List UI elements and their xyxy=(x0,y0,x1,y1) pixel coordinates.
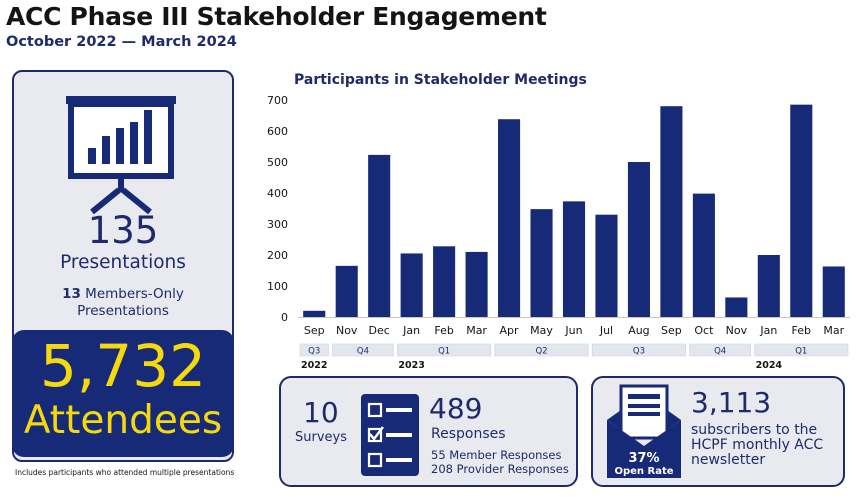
quarter-band xyxy=(689,343,751,357)
bar xyxy=(725,297,748,317)
y-tick-label: 100 xyxy=(267,280,288,293)
presentations-count: 135 xyxy=(87,209,159,252)
attendees-label: Attendees xyxy=(23,398,223,443)
quarter-label: Q2 xyxy=(535,347,547,357)
x-tick-label: Sep xyxy=(661,324,682,337)
bar xyxy=(335,265,358,317)
y-tick-label: 500 xyxy=(267,156,288,169)
x-tick-label: Mar xyxy=(466,324,487,337)
bar xyxy=(562,201,586,317)
y-tick-label: 400 xyxy=(267,187,288,200)
quarter-band xyxy=(754,343,849,357)
x-tick-label: Feb xyxy=(434,324,453,337)
x-tick-label: Nov xyxy=(726,324,748,337)
quarter-band xyxy=(299,343,329,357)
newsletter-card: 37% Open Rate 3,113 subscribers to the H… xyxy=(591,376,845,487)
quarter-label: Q1 xyxy=(795,347,807,357)
x-tick-label: Dec xyxy=(369,324,390,337)
subscribers-text: subscribers to the HCPF monthly ACC news… xyxy=(691,422,824,468)
presentations-label: Presentations xyxy=(60,252,186,273)
chart-title: Participants in Stakeholder Meetings xyxy=(294,72,587,88)
year-label: 2023 xyxy=(398,360,424,371)
attendees-footnote: Includes participants who attended multi… xyxy=(15,468,235,477)
bar xyxy=(465,251,488,317)
bar xyxy=(498,119,521,317)
quarter-label: Q3 xyxy=(308,347,320,357)
quarter-band xyxy=(591,343,686,357)
quarter-label: Q3 xyxy=(633,347,645,357)
x-tick-label: Mar xyxy=(823,324,844,337)
bar xyxy=(627,162,650,317)
bar xyxy=(530,209,553,317)
members-only-label2: Presentations xyxy=(77,303,169,319)
x-tick-label: Oct xyxy=(694,324,714,337)
y-tick-label: 200 xyxy=(267,249,288,262)
y-tick-label: 600 xyxy=(267,125,288,138)
checklist-icon xyxy=(361,394,419,476)
surveys-count: 10 xyxy=(303,396,339,429)
bar xyxy=(692,193,715,317)
presentation-chart-icon xyxy=(66,96,176,214)
year-label: 2022 xyxy=(301,360,327,371)
y-tick-label: 300 xyxy=(267,218,288,231)
quarter-band xyxy=(494,343,589,357)
quarter-label: Q4 xyxy=(357,347,369,357)
members-only-label: Members-Only xyxy=(85,286,184,302)
page-title: ACC Phase III Stakeholder Engagement xyxy=(6,2,547,31)
quarter-band xyxy=(397,343,492,357)
bar xyxy=(757,255,780,317)
x-tick-label: Jul xyxy=(599,324,613,337)
attendees-box: 5,732 Attendees xyxy=(12,330,234,457)
x-tick-label: May xyxy=(530,324,553,337)
bar xyxy=(822,266,845,317)
x-tick-label: Apr xyxy=(500,324,520,337)
quarter-label: Q1 xyxy=(438,347,450,357)
members-only-count: 13 xyxy=(62,286,81,302)
open-rate-percent: 37% xyxy=(628,451,659,466)
page-subtitle: October 2022 — March 2024 xyxy=(6,34,237,50)
x-tick-label: Jan xyxy=(402,324,420,337)
bar xyxy=(790,104,813,318)
y-tick-label: 0 xyxy=(281,311,288,324)
x-tick-label: Aug xyxy=(628,324,649,337)
bar xyxy=(400,253,423,317)
year-label: 2024 xyxy=(756,360,783,371)
bar xyxy=(368,154,391,317)
bar xyxy=(433,246,456,317)
quarter-label: Q4 xyxy=(714,347,726,357)
x-tick-label: Sep xyxy=(304,324,325,337)
member-responses: 55 Member Responses xyxy=(431,448,562,462)
responses-label: Responses xyxy=(431,426,506,442)
surveys-label: Surveys xyxy=(295,430,347,445)
bar xyxy=(595,214,618,317)
provider-responses: 208 Provider Responses xyxy=(431,462,569,476)
responses-count: 489 xyxy=(429,392,483,425)
open-rate-label: Open Rate xyxy=(614,466,673,477)
members-only-text: 13 Members-Only Presentations xyxy=(14,286,232,320)
quarter-band xyxy=(332,343,394,357)
surveys-card: 10 Surveys 489 Responses 55 Member Respo… xyxy=(279,376,578,487)
bar xyxy=(660,106,683,317)
x-tick-label: Feb xyxy=(792,324,811,337)
x-tick-label: Nov xyxy=(336,324,358,337)
x-tick-label: Jan xyxy=(759,324,777,337)
subscribers-count: 3,113 xyxy=(691,386,772,419)
envelope-newsletter-icon: 37% Open Rate xyxy=(607,384,681,478)
bar xyxy=(303,310,326,317)
x-tick-label: Jun xyxy=(564,324,582,337)
participants-bar-chart: Participants in Stakeholder Meetings 0 100… xyxy=(267,72,850,371)
y-tick-label: 700 xyxy=(267,94,288,107)
attendees-count: 5,732 xyxy=(39,332,207,400)
